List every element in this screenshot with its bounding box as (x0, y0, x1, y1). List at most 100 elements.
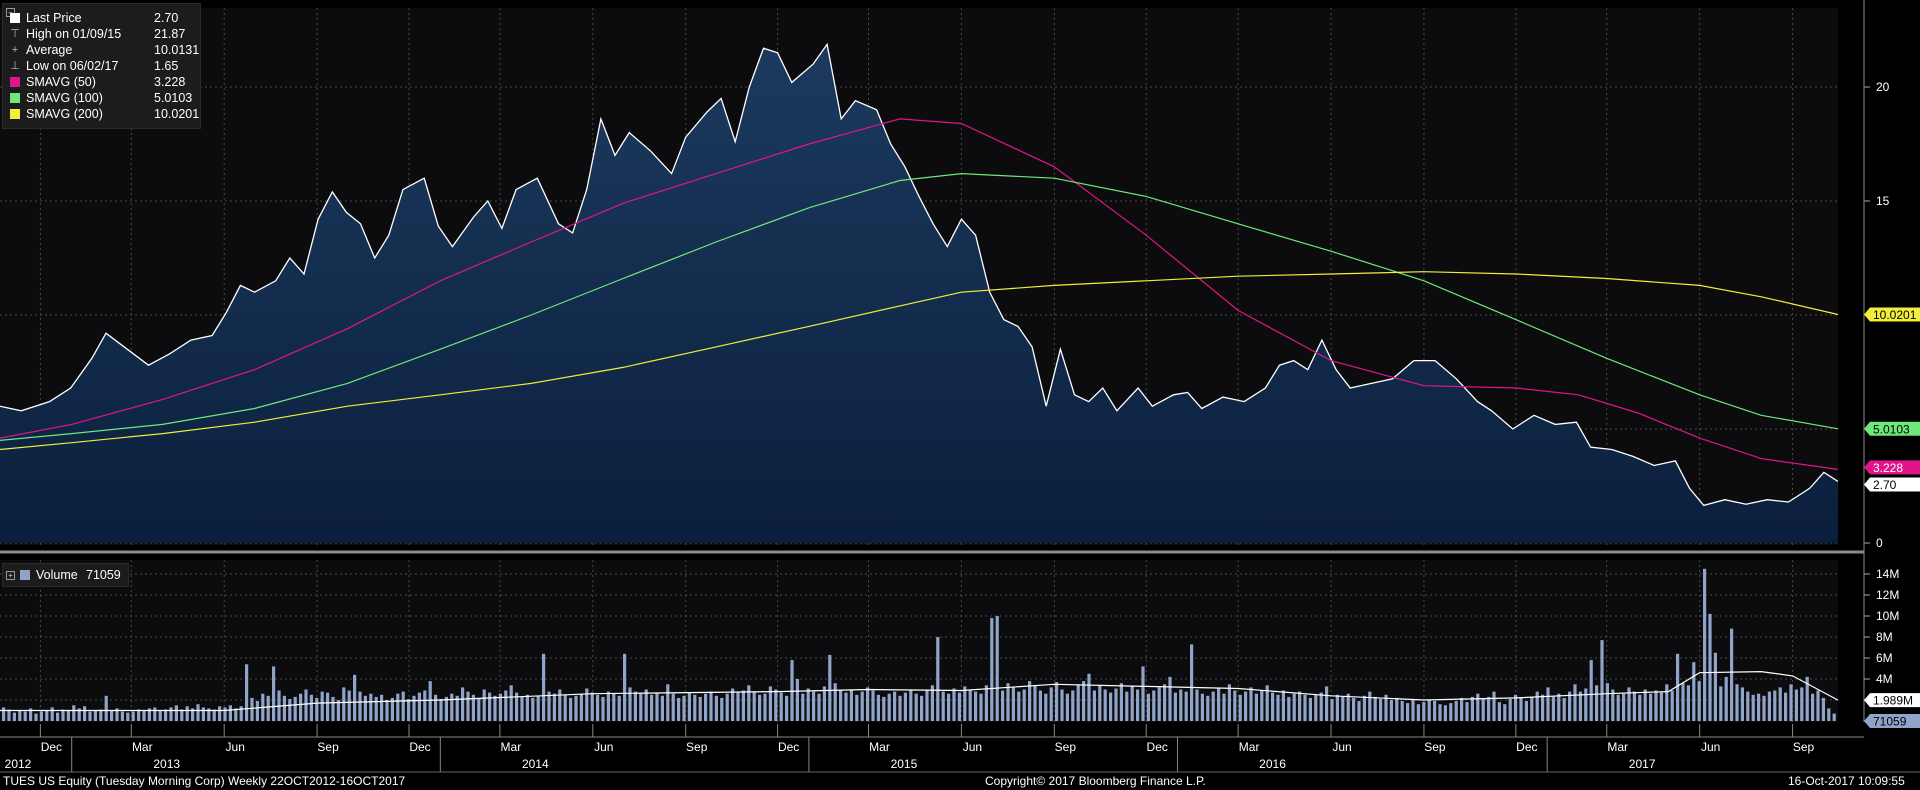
volume-bar (1805, 676, 1809, 721)
legend-sma100-value: 5.0103 (154, 91, 193, 105)
volume-bar (358, 691, 362, 721)
volume-bar (866, 687, 870, 721)
volume-bar (768, 686, 772, 721)
volume-bar (461, 687, 465, 721)
volume-bar (871, 690, 875, 721)
volume-bar (725, 693, 729, 721)
tag-vol-last-shape (1864, 714, 1920, 728)
volume-bar (326, 692, 330, 721)
volume-bar (1746, 691, 1750, 721)
x-year-label-0: 2012 (5, 757, 32, 771)
x-month-label-9: Mar (869, 740, 890, 754)
legend-sma50-label: SMAVG (50) (26, 75, 96, 89)
volume-bar (963, 686, 967, 721)
volume-bar (876, 694, 880, 722)
volume-bar (1692, 662, 1696, 721)
legend-low-value: 1.65 (154, 59, 179, 73)
volume-bar (1562, 697, 1566, 721)
tag-sma200: 10.0201 (1864, 307, 1920, 322)
sma-line-3 (0, 271, 1839, 451)
volume-bar (1697, 681, 1701, 721)
x-month-label-0: Dec (41, 740, 62, 754)
volume-bar (1578, 691, 1582, 721)
volume-bar (293, 696, 297, 721)
x-month-label-1: Mar (132, 740, 153, 754)
volume-bar (947, 693, 951, 721)
x-month-label-15: Sep (1424, 740, 1446, 754)
volume-bar (596, 694, 600, 722)
volume-bar (396, 693, 400, 721)
volume-bar (1319, 692, 1323, 721)
volume-bar (77, 708, 81, 721)
volume-bar (828, 654, 832, 721)
volume-bar (223, 707, 227, 721)
volume-bar (1735, 684, 1739, 722)
volume-bar (1071, 690, 1075, 721)
volume-bar (1438, 704, 1442, 721)
volume-bar (1460, 697, 1464, 721)
legend-sma200-swatch (10, 109, 20, 119)
volume-bar (158, 710, 162, 721)
volume-bar (1368, 691, 1372, 721)
volume-bar (1395, 697, 1399, 721)
volume-bar (1022, 689, 1026, 721)
volume-bar (1724, 676, 1728, 721)
volume-bar (882, 696, 886, 721)
volume-bar (1244, 691, 1248, 721)
volume-bar (660, 695, 664, 721)
volume-bar (288, 699, 292, 721)
volume-legend-collapse-icon[interactable]: + (6, 571, 15, 580)
volume-bar (1767, 691, 1771, 721)
volume-bar (439, 699, 443, 721)
volume-bar (1152, 690, 1156, 721)
volume-bar (191, 708, 195, 721)
x-month-label-4: Dec (409, 740, 430, 754)
volume-ytick-label-1: 4M (1876, 672, 1893, 686)
volume-bar (1465, 702, 1469, 721)
volume-bar (423, 690, 427, 721)
x-month-label-11: Sep (1055, 740, 1077, 754)
volume-bar (1265, 685, 1269, 721)
volume-bar (779, 692, 783, 721)
volume-bar (255, 701, 259, 721)
x-month-label-19: Sep (1793, 740, 1815, 754)
volume-bar (1352, 697, 1356, 721)
volume-bar (1379, 699, 1383, 721)
tag-vol-last: 71059 (1864, 714, 1920, 729)
volume-bar (1470, 696, 1474, 721)
legend-last-price-label: Last Price (26, 11, 82, 25)
volume-bar (390, 697, 394, 721)
volume-bar (666, 684, 670, 722)
volume-bar (1535, 691, 1539, 721)
volume-bar (1238, 694, 1242, 722)
volume-bar (266, 695, 270, 721)
x-month-label-18: Jun (1701, 740, 1720, 754)
volume-bar (434, 694, 438, 722)
volume-bar (174, 705, 178, 722)
volume-bar (1627, 687, 1631, 721)
volume-bar (1157, 687, 1161, 721)
volume-bar (795, 679, 799, 721)
volume-bar (590, 692, 594, 721)
volume-bar (444, 696, 448, 721)
volume-bar (1114, 688, 1118, 721)
volume-bar (1141, 666, 1145, 721)
volume-bar (1605, 683, 1609, 721)
volume-bar (153, 707, 157, 721)
volume-bar (1357, 701, 1361, 721)
volume-bar (817, 693, 821, 721)
volume-bar (1346, 693, 1350, 721)
volume-bar (1530, 696, 1534, 721)
volume-bar (677, 697, 681, 721)
volume-bar (1222, 693, 1226, 721)
legend-sma100-swatch (10, 93, 20, 103)
volume-bar (520, 696, 524, 721)
volume-bar (1389, 700, 1393, 721)
volume-bar (1060, 689, 1064, 721)
volume-ytick-label-3: 8M (1876, 630, 1893, 644)
volume-bar (207, 708, 211, 721)
volume-bar (1643, 689, 1647, 721)
legend-low-glyph-icon: ⊥ (10, 60, 20, 72)
volume-bar (450, 693, 454, 721)
tag-sma50-shape (1864, 460, 1920, 475)
